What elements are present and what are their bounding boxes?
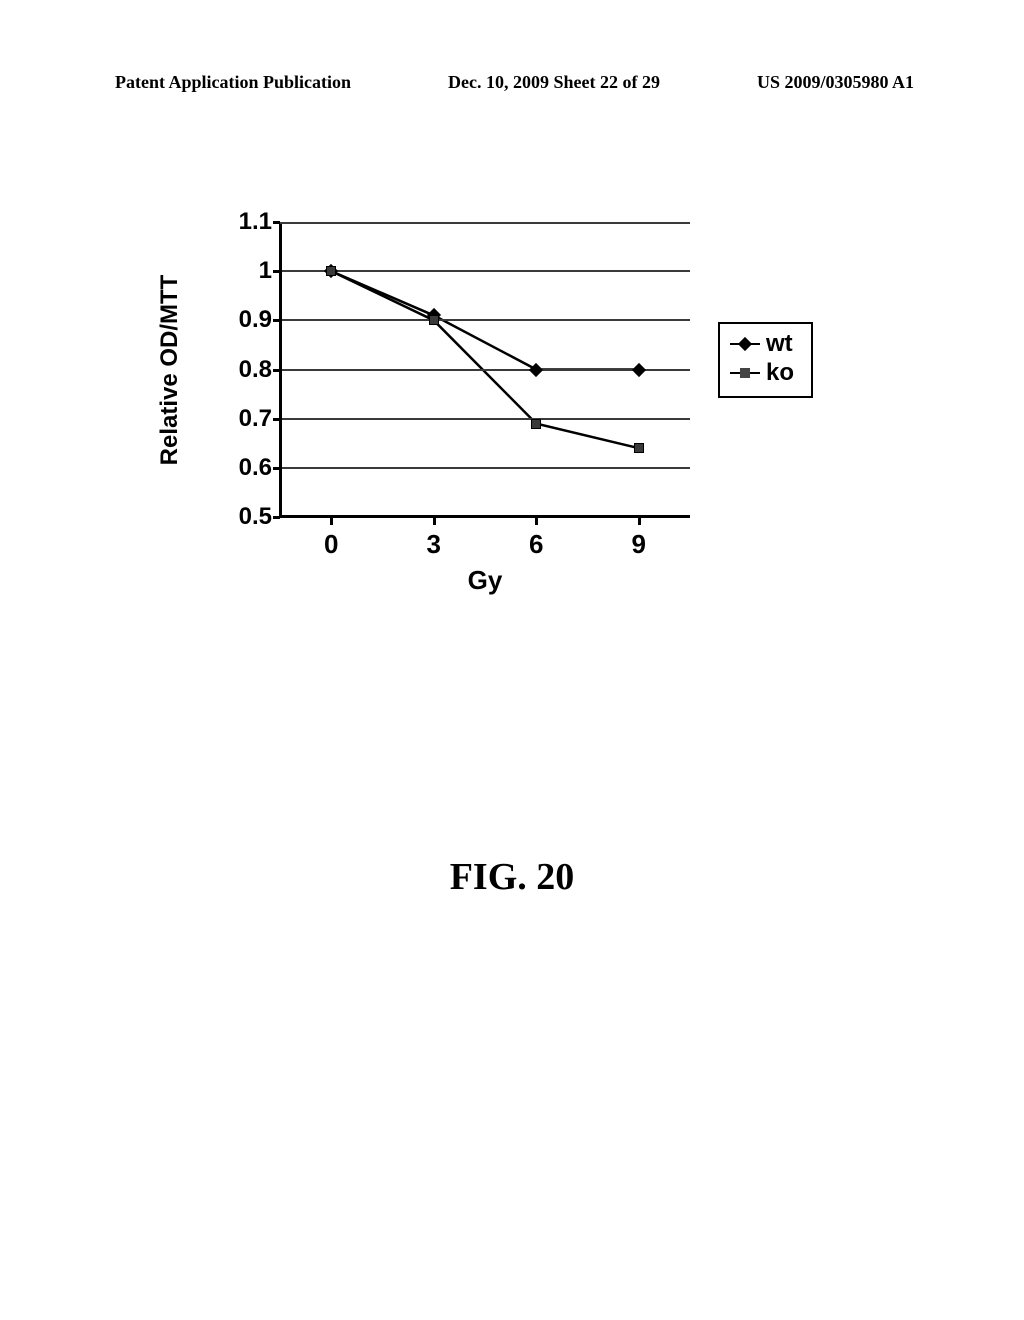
square-icon (740, 368, 750, 378)
page-header: Patent Application Publication Dec. 10, … (0, 72, 1024, 93)
legend-label-ko: ko (766, 359, 794, 388)
x-tick (433, 517, 436, 525)
grid-line (280, 418, 690, 420)
legend: wt ko (718, 322, 813, 398)
x-tick-label: 6 (529, 529, 543, 560)
grid-line (280, 319, 690, 321)
legend-label-wt: wt (766, 330, 793, 359)
x-axis (280, 515, 690, 518)
y-axis-label: Relative OD/MTT (156, 274, 184, 465)
header-right: US 2009/0305980 A1 (757, 72, 914, 93)
grid-line (280, 467, 690, 469)
y-tick-label: 0.7 (239, 405, 272, 433)
y-axis (279, 222, 282, 517)
y-tick-label: 0.5 (239, 503, 272, 531)
x-tick (535, 517, 538, 525)
square-marker (531, 419, 541, 429)
x-axis-label: Gy (468, 565, 503, 596)
x-tick-label: 3 (427, 529, 441, 560)
diamond-marker (632, 362, 646, 376)
y-tick-label: 0.8 (239, 356, 272, 384)
grid-line (280, 270, 690, 272)
x-tick-label: 9 (632, 529, 646, 560)
y-tick-label: 0.6 (239, 454, 272, 482)
figure-caption: FIG. 20 (450, 855, 575, 899)
legend-item-ko: ko (730, 359, 803, 388)
grid-line (280, 369, 690, 371)
square-marker (429, 315, 439, 325)
top-border (280, 222, 690, 224)
legend-line-wt (730, 343, 760, 345)
chart-container: Relative OD/MTT Gy 0.50.60.70.80.911.103… (148, 222, 873, 622)
x-tick (638, 517, 641, 525)
diamond-icon (738, 337, 752, 351)
y-tick-label: 1 (259, 257, 272, 285)
legend-item-wt: wt (730, 330, 803, 359)
x-tick-label: 0 (324, 529, 338, 560)
header-center: Dec. 10, 2009 Sheet 22 of 29 (448, 72, 660, 93)
square-marker (634, 443, 644, 453)
y-tick-label: 0.9 (239, 306, 272, 334)
y-tick-label: 1.1 (239, 208, 272, 236)
legend-line-ko (730, 372, 760, 374)
plot-area: Relative OD/MTT Gy 0.50.60.70.80.911.103… (280, 222, 690, 517)
diamond-marker (529, 362, 543, 376)
header-left: Patent Application Publication (115, 72, 351, 93)
x-tick (330, 517, 333, 525)
square-marker (326, 266, 336, 276)
series-line-ko (331, 271, 639, 448)
